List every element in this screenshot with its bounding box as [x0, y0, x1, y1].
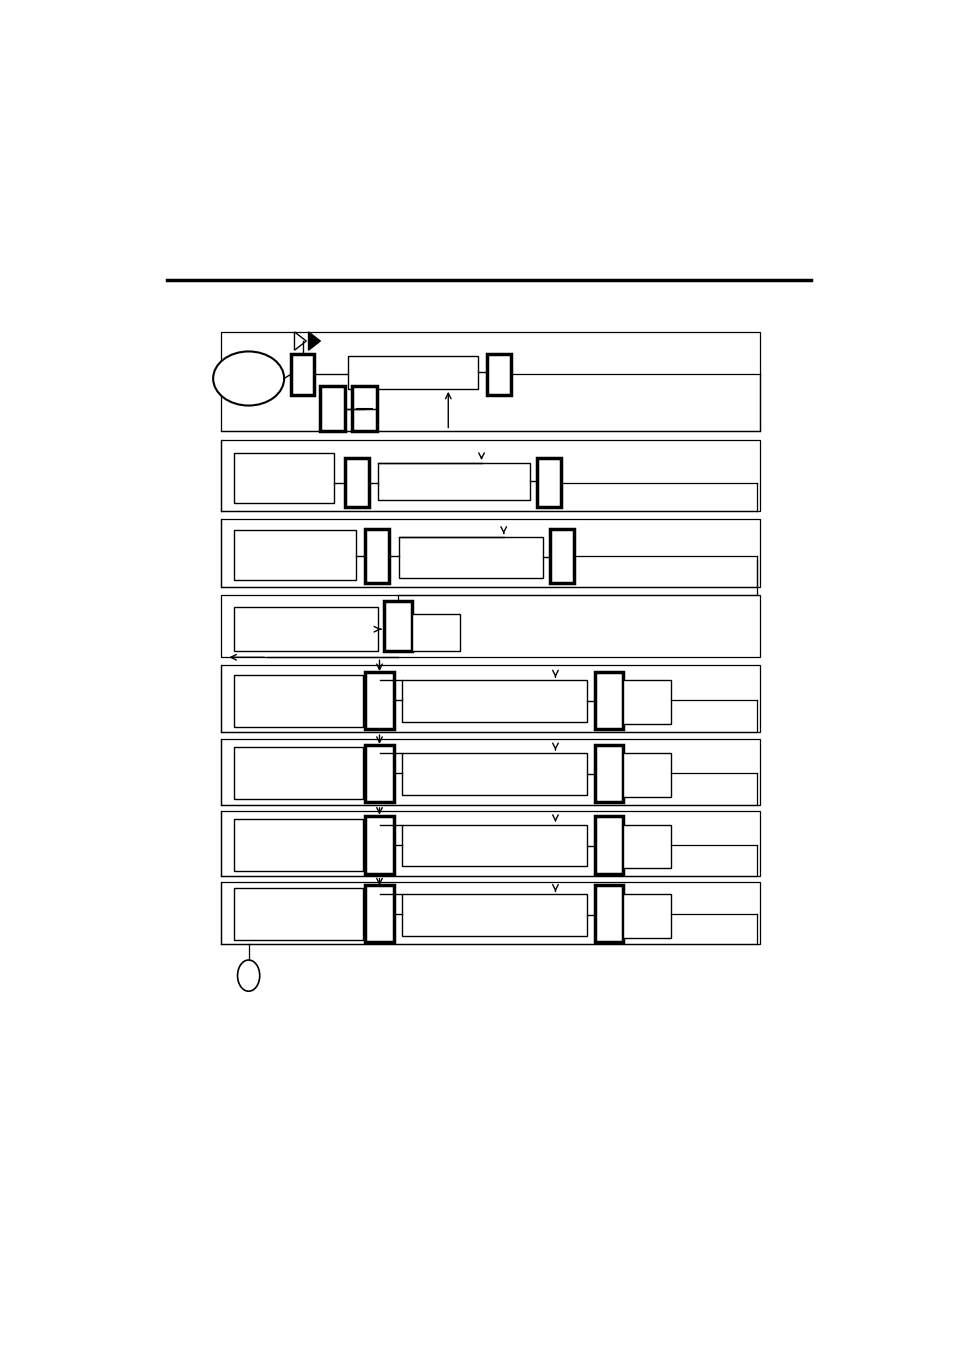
- Bar: [401, 894, 586, 936]
- Bar: [233, 819, 363, 870]
- Bar: [398, 536, 542, 578]
- Bar: [221, 594, 759, 658]
- Bar: [401, 824, 586, 866]
- Bar: [221, 332, 759, 431]
- Circle shape: [237, 961, 259, 992]
- Bar: [594, 671, 622, 730]
- Bar: [401, 680, 586, 721]
- Bar: [537, 458, 560, 508]
- Ellipse shape: [213, 351, 284, 405]
- Bar: [594, 816, 622, 874]
- Bar: [352, 386, 376, 431]
- Bar: [221, 739, 759, 805]
- Bar: [365, 885, 394, 943]
- Bar: [320, 386, 344, 431]
- Bar: [594, 885, 622, 943]
- Polygon shape: [294, 332, 306, 350]
- Bar: [233, 608, 377, 651]
- Bar: [549, 530, 574, 584]
- Bar: [622, 680, 670, 724]
- Bar: [291, 354, 314, 394]
- Bar: [221, 519, 759, 586]
- Bar: [412, 613, 459, 651]
- Bar: [487, 354, 511, 394]
- Bar: [221, 665, 759, 732]
- Bar: [233, 531, 355, 581]
- Polygon shape: [308, 332, 320, 350]
- Bar: [365, 816, 394, 874]
- Bar: [401, 753, 586, 794]
- Bar: [233, 454, 334, 504]
- Bar: [233, 747, 363, 798]
- Bar: [233, 676, 363, 727]
- Bar: [233, 888, 363, 940]
- Bar: [365, 671, 394, 730]
- Bar: [221, 811, 759, 875]
- Bar: [377, 463, 529, 500]
- Bar: [221, 882, 759, 944]
- Bar: [622, 894, 670, 938]
- Bar: [344, 458, 369, 508]
- Bar: [348, 355, 477, 389]
- Bar: [594, 744, 622, 802]
- Bar: [364, 530, 389, 584]
- Bar: [221, 440, 759, 511]
- Bar: [383, 601, 412, 651]
- Bar: [622, 824, 670, 869]
- Bar: [365, 744, 394, 802]
- Bar: [622, 753, 670, 797]
